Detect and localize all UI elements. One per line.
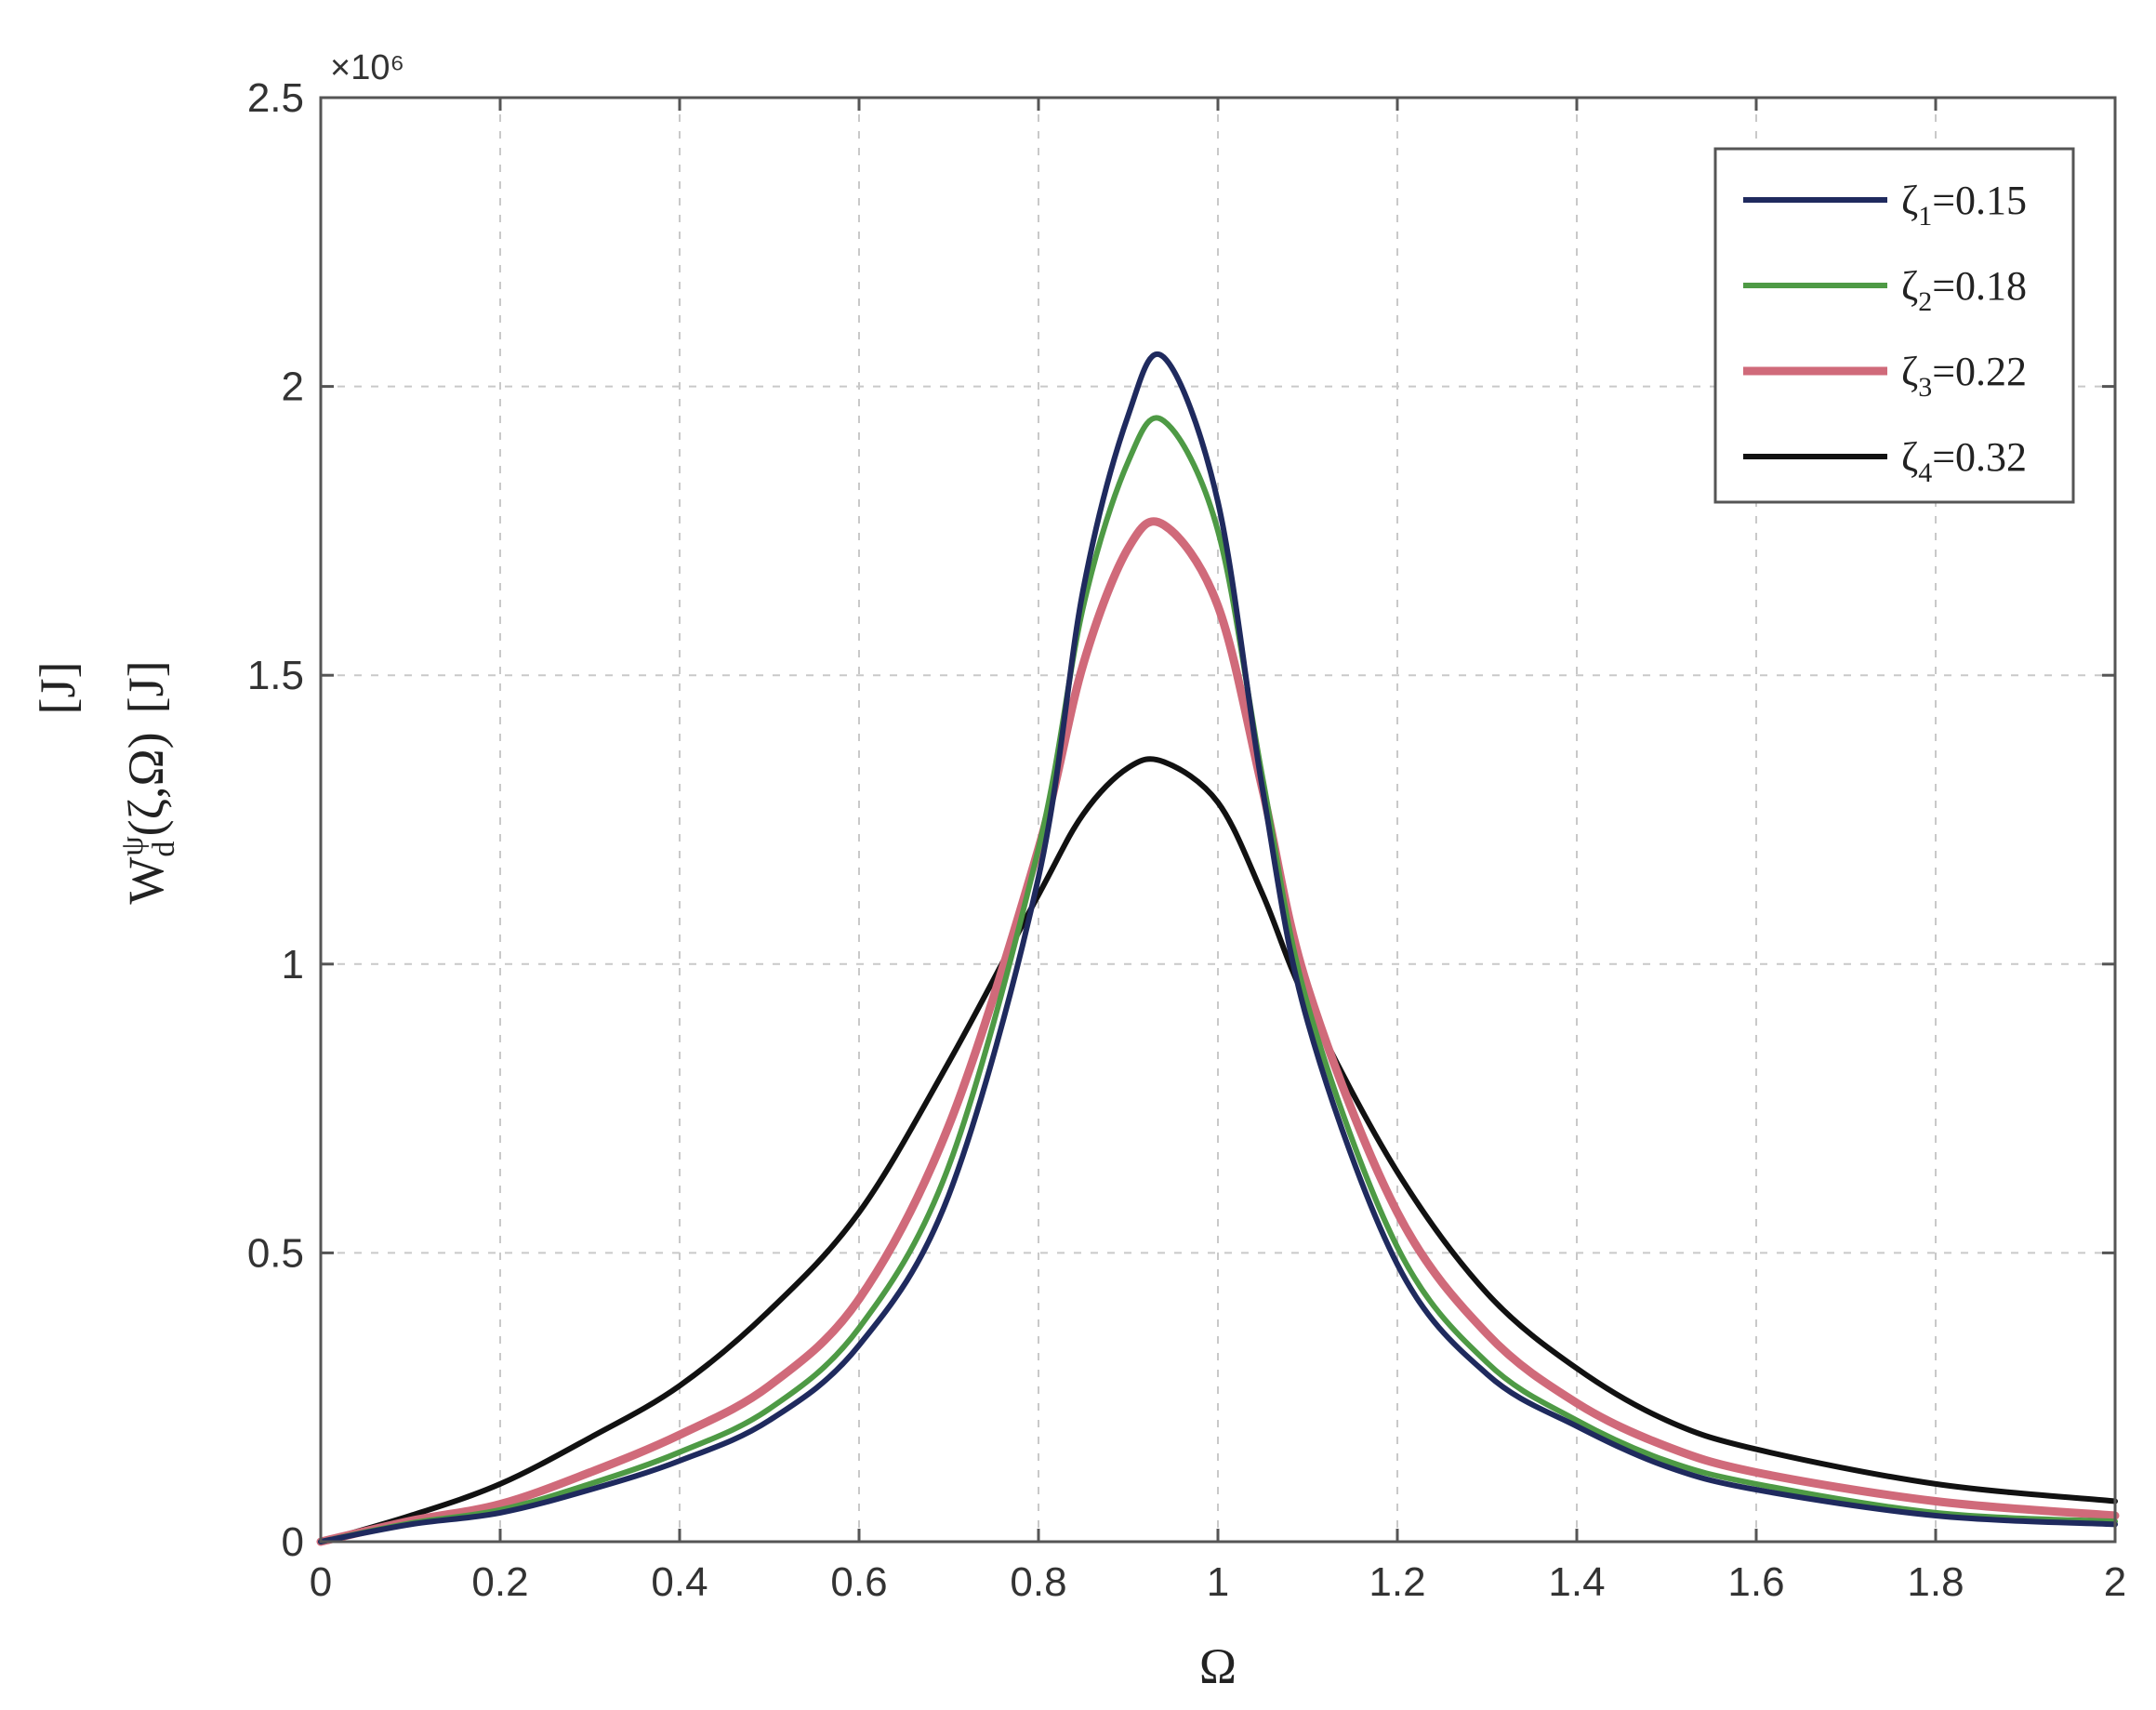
x-tick-label: 1	[1207, 1559, 1229, 1605]
x-axis-label: Ω	[1199, 1638, 1237, 1694]
ticks	[319, 96, 2117, 1544]
y-label-args: (ζ,Ω)	[118, 732, 174, 836]
x-tick-label: 1.8	[1907, 1559, 1964, 1605]
legend-label-2: ζ2=0.18	[1901, 263, 2027, 317]
series-line-3	[316, 517, 2120, 1546]
y-label-sup: ψ	[115, 836, 150, 855]
legend-label-1: ζ1=0.15	[1901, 178, 2027, 232]
x-tick-label: 1.6	[1727, 1559, 1784, 1605]
x-tick-label: 0.2	[471, 1559, 528, 1605]
y-tick-label: 2.5	[247, 75, 304, 121]
x-tick-label: 0.8	[1010, 1559, 1066, 1605]
series-line-1	[318, 351, 2118, 1544]
y-axis-label-extra: [J]	[30, 662, 86, 715]
series-line-4	[318, 756, 2118, 1544]
x-tick-label: 2	[2104, 1559, 2126, 1605]
y-multiplier: ×10⁶	[330, 48, 404, 87]
legend-label-4: ζ4=0.32	[1901, 434, 2027, 488]
y-axis-label: Wdψ(ζ,Ω) [J]	[115, 660, 181, 904]
series-line-2	[318, 415, 2118, 1544]
legend-label-3: ζ3=0.22	[1901, 349, 2027, 403]
x-tick-label: 0	[310, 1559, 332, 1605]
tick-labels: 0 0.2 0.4 0.6 0.8 1 1.2 1.4 1.6 1.8 2 0 0.5 1 1.5 2 2.5	[247, 75, 2126, 1605]
y-label-main: W	[118, 857, 174, 905]
series-group	[316, 351, 2120, 1546]
x-tick-label: 1.2	[1369, 1559, 1425, 1605]
y-tick-label: 1	[282, 942, 304, 988]
x-tick-label: 0.6	[830, 1559, 887, 1605]
y-tick-label: 0.5	[247, 1230, 304, 1276]
legend-box	[1713, 147, 2075, 504]
y-tick-label: 2	[282, 365, 304, 410]
x-tick-label: 1.4	[1548, 1559, 1605, 1605]
y-label-sub: d	[147, 842, 181, 857]
y-label-unit: [J]	[118, 660, 174, 713]
x-tick-label: 0.4	[651, 1559, 708, 1605]
legend: ζ1=0.15 ζ2=0.18 ζ3=0.22 ζ4=0.32	[1713, 147, 2075, 504]
y-tick-label: 1.5	[247, 653, 304, 698]
y-tick-label: 0	[282, 1519, 304, 1565]
